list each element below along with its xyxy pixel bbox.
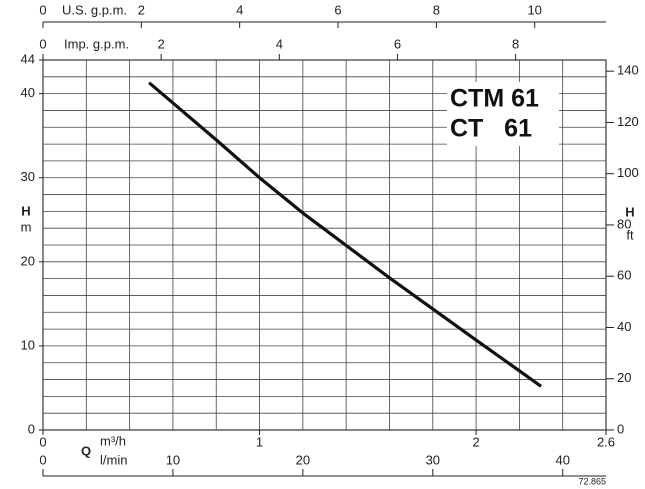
y2-tick-label: 80 [617, 216, 631, 231]
y-tick-label: 10 [21, 337, 35, 352]
x2-tick-label: 20 [296, 452, 310, 467]
y2-tick-label: 100 [617, 165, 639, 180]
title-box [447, 82, 559, 146]
x-tick-label: 0 [39, 434, 46, 449]
top-tick-label: 4 [276, 36, 283, 51]
y2-axis-unit: ft [626, 227, 634, 242]
top-tick-label: 10 [527, 2, 541, 17]
y-tick-label: 44 [21, 51, 35, 66]
y-axis-label: H [21, 203, 30, 218]
x2-axis-label: l/min [100, 452, 127, 467]
x2-tick-label: 0 [39, 452, 46, 467]
y2-tick-label: 120 [617, 114, 639, 129]
top-tick-label: 8 [512, 36, 519, 51]
y-axis-unit: m [21, 219, 32, 234]
x2-tick-label: 10 [166, 452, 180, 467]
top-tick-label: 4 [236, 2, 243, 17]
y-tick-label: 40 [21, 85, 35, 100]
y2-tick-label: 140 [617, 63, 639, 78]
x-axis-label: Q [81, 443, 91, 458]
top-tick-label: 0 [39, 2, 46, 17]
top-tick-label: 6 [394, 36, 401, 51]
pump-curve [148, 81, 542, 388]
top-tick-label: 6 [334, 2, 341, 17]
top-tick-label: 2 [158, 36, 165, 51]
x2-tick-label: 40 [555, 452, 569, 467]
y2-tick-label: 20 [617, 370, 631, 385]
x2-tick-label: 30 [426, 452, 440, 467]
y2-tick-label: 40 [617, 319, 631, 334]
x-tick-label: 1 [256, 434, 263, 449]
chart-title: CT 61 [450, 115, 532, 143]
y2-tick-label: 60 [617, 268, 631, 283]
chart-title: CTM 61 [450, 85, 539, 113]
top-axis-label: Imp. g.p.m. [64, 36, 129, 51]
top-tick-label: 8 [433, 2, 440, 17]
x-axis-unit: m³/h [100, 433, 126, 448]
y2-axis-label: H [625, 204, 634, 219]
y-tick-label: 30 [21, 169, 35, 184]
x-tick-label: 2 [472, 434, 479, 449]
y-tick-label: 20 [21, 253, 35, 268]
y-tick-label: 0 [28, 421, 35, 436]
top-tick-label: 2 [138, 2, 145, 17]
y2-tick-label: 0 [617, 421, 624, 436]
x-tick-label: 2.6 [597, 434, 615, 449]
top-tick-label: 0 [39, 36, 46, 51]
grid [42, 59, 607, 431]
top-axis-label: U.S. g.p.m. [62, 2, 127, 17]
code: 72.865 [578, 476, 606, 486]
